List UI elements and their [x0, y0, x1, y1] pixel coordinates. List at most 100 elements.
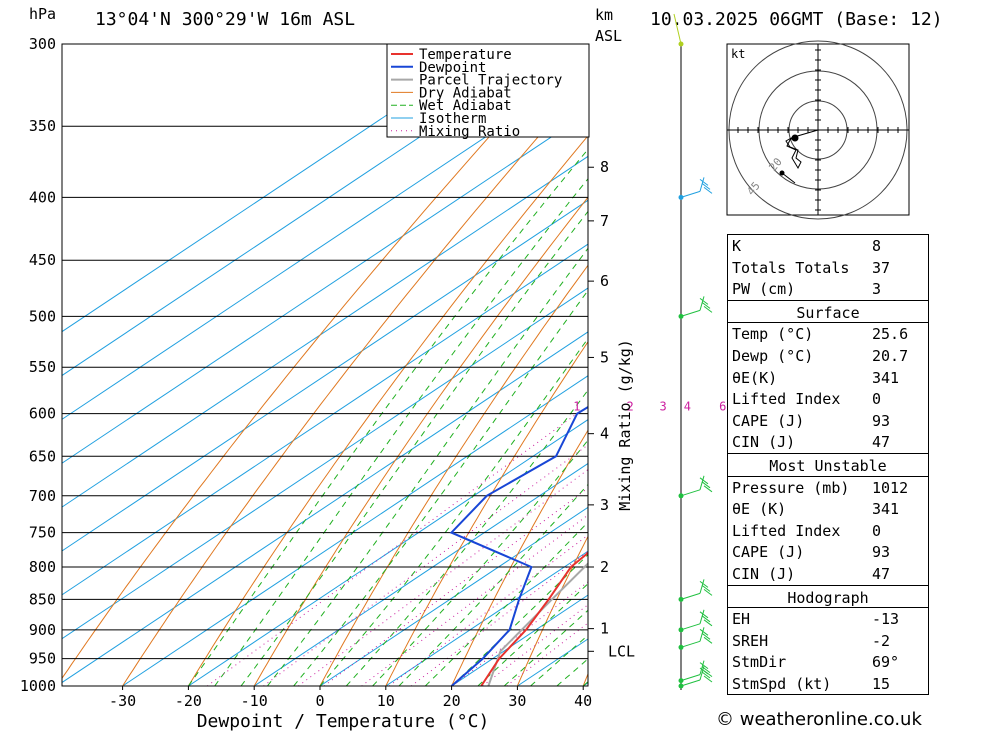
hodograph-stat-row: EH -13	[728, 608, 928, 630]
surface-value: 47	[872, 433, 891, 452]
mixing-ratio-label: 6	[719, 400, 726, 414]
mixing-ratio-line	[388, 534, 588, 686]
hodograph-stat-key: StmSpd (kt)	[732, 674, 832, 693]
most-unstable-value: 47	[872, 564, 891, 583]
most-unstable-title: Most Unstable	[728, 454, 928, 477]
surface-key: θE(K)	[732, 368, 778, 387]
height-tick-label: 6	[600, 272, 609, 290]
isotherm-line	[62, 331, 588, 684]
height-tick-label: 1	[600, 620, 609, 638]
most-unstable-row: CIN (J) 47	[728, 563, 928, 585]
dry-adiabat-line	[516, 535, 588, 686]
surface-value: 20.7	[872, 346, 909, 365]
surface-row: CIN (J) 47	[728, 431, 928, 453]
legend-label: Parcel Trajectory	[419, 73, 562, 89]
most-unstable-row: Pressure (mb) 1012	[728, 477, 928, 499]
index-key: K	[732, 237, 742, 255]
wind-barb	[680, 660, 713, 682]
mixing-ratio-label: 4	[684, 400, 691, 414]
pressure-tick-label: 600	[29, 405, 56, 423]
surface-key: CIN (J)	[732, 433, 796, 452]
hodograph-stat-value: -2	[872, 631, 891, 650]
isotherm-line	[62, 155, 588, 508]
index-row: Totals Totals 37	[728, 257, 928, 279]
isotherm-line	[122, 375, 588, 686]
pressure-tick-label: 700	[29, 487, 56, 505]
temp-tick-label: 0	[315, 692, 324, 710]
pressure-tick-label: 900	[29, 621, 56, 639]
temp-tick-label: -30	[109, 692, 136, 710]
pressure-tick-label: 350	[29, 117, 56, 135]
pressure-tick-label: 300	[29, 35, 56, 53]
hodograph-unit-label: kt	[731, 47, 745, 61]
height-tick-label: 7	[600, 212, 609, 230]
dry-adiabat-line	[253, 196, 588, 686]
pressure-tick-label: 500	[29, 307, 56, 325]
hodograph-stat-value: 69°	[872, 653, 900, 672]
wind-barb	[680, 475, 713, 497]
wind-barb	[680, 627, 713, 648]
temp-tick-label: 20	[443, 692, 461, 710]
temp-tick-label: 30	[508, 692, 526, 710]
dry-adiabat-line	[122, 78, 588, 686]
pressure-tick-label: 450	[29, 251, 56, 269]
dewpoint-line	[449, 405, 588, 686]
hodograph-stat-key: StmDir	[732, 653, 787, 672]
wet-adiabat-line	[267, 247, 588, 686]
surface-row: CAPE (J) 93	[728, 410, 928, 432]
legend-label: Isotherm	[419, 111, 486, 127]
surface-key: Lifted Index	[732, 390, 841, 409]
pressure-tick-label: 400	[29, 188, 56, 206]
hodograph-stat-value: -13	[872, 610, 900, 629]
height-tick-label: 3	[600, 496, 609, 514]
surface-row: Dewp (°C) 20.7	[728, 345, 928, 367]
surface-row: Temp (°C) 25.6	[728, 323, 928, 345]
temp-tick-label: -10	[241, 692, 268, 710]
isotherm-line	[385, 550, 588, 686]
legend-label: Dewpoint	[419, 60, 486, 76]
most-unstable-key: CIN (J)	[732, 564, 796, 583]
isotherm-line	[62, 68, 588, 420]
index-key: Totals Totals	[732, 258, 850, 277]
index-value: 8	[872, 237, 882, 255]
most-unstable-row: Lifted Index 0	[728, 520, 928, 542]
dry-adiabat-line	[978, 44, 1000, 686]
pressure-tick-label: 950	[29, 650, 56, 668]
pressure-tick-label: 800	[29, 558, 56, 576]
index-value: 3	[872, 280, 882, 299]
wet-adiabat-line	[240, 210, 588, 686]
legend-label: Temperature	[419, 47, 512, 63]
mixing-ratio-line	[452, 581, 588, 686]
isotherm-line	[62, 44, 494, 333]
most-unstable-value: 341	[872, 500, 900, 519]
height-unit-label: km	[595, 6, 614, 24]
index-key: PW (cm)	[732, 280, 796, 299]
isotherm-line	[253, 462, 588, 686]
wet-adiabat-line	[398, 483, 588, 686]
mixing-ratio-label: 2	[627, 400, 634, 414]
hodograph-stat-row: StmSpd (kt) 15	[728, 673, 928, 695]
isotherm-line	[319, 506, 588, 686]
hodograph-segment	[781, 172, 796, 184]
dry-adiabat-line	[319, 264, 588, 686]
surface-key: Dewp (°C)	[732, 346, 814, 365]
most-unstable-key: CAPE (J)	[732, 543, 805, 562]
height-tick-label: 5	[600, 348, 609, 366]
surface-value: 25.6	[872, 325, 909, 344]
height-tick-label: LCL	[608, 642, 635, 660]
datetime-label: 10.03.2025 06GMT (Base: 12)	[650, 9, 943, 30]
wind-barb	[680, 579, 713, 600]
most-unstable-key: Pressure (mb)	[732, 478, 850, 497]
most-unstable-value: 1012	[872, 478, 909, 497]
wind-barb	[680, 609, 713, 631]
dry-adiabat-line	[62, 44, 574, 680]
storm-motion-marker	[791, 134, 799, 142]
surface-value: 341	[872, 368, 900, 387]
temperature-line	[480, 551, 588, 686]
legend	[386, 43, 590, 138]
hodograph-stat-value: 15	[872, 674, 891, 693]
most-unstable-value: 93	[872, 543, 891, 562]
height-asl-label: ASL	[595, 27, 623, 45]
isotherm-line	[62, 44, 560, 377]
